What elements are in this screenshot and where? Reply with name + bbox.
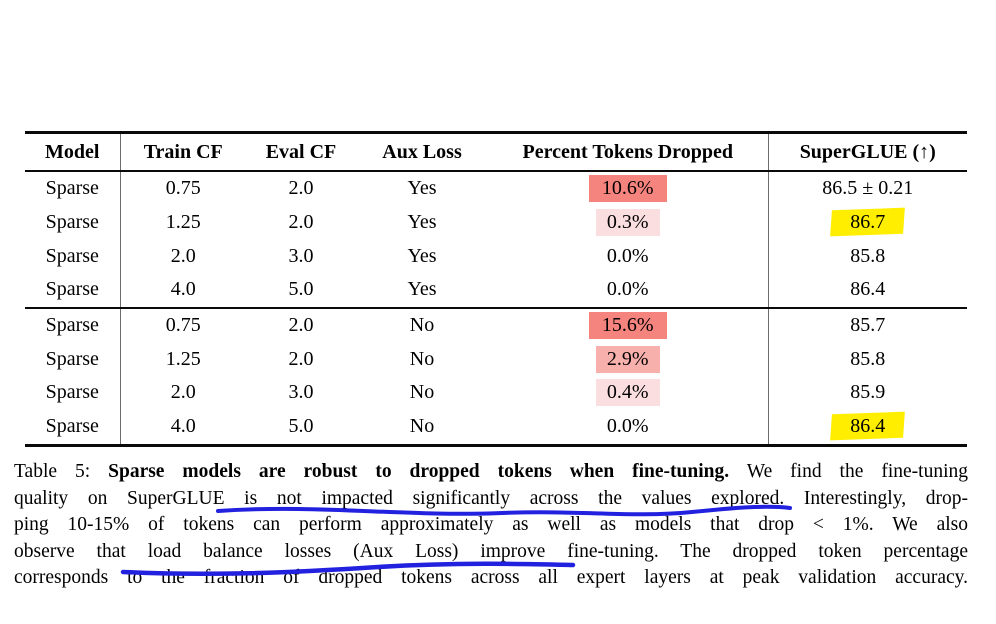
dropped-highlight: 0.3% [595,209,660,237]
table-header: Model Train CF Eval CF Aux Loss Percent … [25,132,967,172]
dropped-cell: 10.6% [488,171,769,206]
model-cell: Sparse [25,273,121,308]
eval-cf-cell: 3.0 [288,244,314,267]
table-row: Sparse 1.25 2.0 Yes 0.3% 86.7 [25,205,967,240]
train-cf-cell: 1.25 [165,347,201,370]
model-cell: Sparse [25,376,121,410]
model-cell: Sparse [25,409,121,445]
dropped-cell: 0.0% [488,409,769,445]
col-header-superglue: SuperGLUE (↑) [768,132,967,172]
table-section-aux-loss-yes: Sparse 0.75 2.0 Yes 10.6% 86.5 ± 0.21 Sp… [25,171,967,308]
dropped-highlight: 10.6% [588,175,667,203]
caption-line-3: ping 10-15% of tokens can perform approx… [14,514,968,535]
aux-loss-cell: Yes [407,244,437,267]
superglue-cell: 85.8 [768,239,967,273]
superglue-cell: 85.8 [768,342,967,376]
aux-loss-cell: Yes [407,177,437,200]
eval-cf-cell: 5.0 [288,415,314,438]
table-row: Sparse 2.0 3.0 No 0.4% 85.9 [25,376,967,410]
eval-cf-cell: 2.0 [288,211,314,234]
dropped-highlight: 0.0% [606,278,649,301]
eval-cf-cell: 3.0 [288,381,314,404]
train-cf-cell: 4.0 [170,278,196,301]
table-section-aux-loss-no: Sparse 0.75 2.0 No 15.6% 85.7 Sparse 1.2… [25,306,967,445]
col-header-aux-loss: Aux Loss [356,132,488,172]
aux-loss-cell: No [356,306,488,343]
caption-line-4: observe that load balance losses (Aux Lo… [14,540,968,562]
dropped-highlight: 0.4% [595,379,660,407]
aux-loss-cell: No [409,415,435,438]
superglue-highlight: 86.5 ± 0.21 [822,177,914,200]
caption-line-2: quality on SuperGLUE is not impacted sig… [14,487,968,509]
superglue-highlight: 85.8 [850,244,886,267]
col-header-eval-cf: Eval CF [246,132,356,172]
dropped-highlight: 0.0% [606,415,649,438]
model-cell: Sparse [25,306,121,343]
train-cf-cell: 1.25 [165,211,201,234]
superglue-cell: 86.4 [768,273,967,308]
superglue-cell: 86.5 ± 0.21 [768,171,967,206]
caption-line-5: corresponds to the fraction of dropped t… [14,567,968,588]
superglue-highlight: 86.4 [850,415,886,438]
eval-cf-cell: 2.0 [246,306,356,343]
aux-loss-cell: No [409,347,435,370]
train-cf-cell: 2.0 [170,244,196,267]
table-row: Sparse 1.25 2.0 No 2.9% 85.8 [25,342,967,377]
model-cell: Sparse [25,342,121,377]
model-cell: Sparse [25,171,121,206]
aux-loss-cell: No [409,381,435,404]
dropped-highlight: 15.6% [588,312,667,340]
superglue-highlight: 85.9 [850,381,886,404]
dropped-cell: 2.9% [488,342,769,377]
superglue-highlight: 85.7 [850,314,886,337]
col-header-train-cf: Train CF [120,132,246,172]
col-header-percent-tokens-dropped: Percent Tokens Dropped [488,132,769,172]
aux-loss-cell: Yes [407,278,437,301]
table-row: Sparse 0.75 2.0 No 15.6% 85.7 [25,306,967,343]
model-cell: Sparse [25,239,121,274]
superglue-highlight: 86.7 [850,211,886,234]
results-table-container: Model Train CF Eval CF Aux Loss Percent … [25,131,967,447]
dropped-highlight: 2.9% [595,345,660,373]
model-cell: Sparse [25,205,121,240]
eval-cf-cell: 2.0 [288,177,314,200]
superglue-highlight: 86.4 [850,278,886,301]
train-cf-cell: 0.75 [165,177,201,200]
caption-table-label: Table 5: [14,461,109,482]
superglue-cell: 86.4 [768,410,967,445]
table-row: Sparse 2.0 3.0 Yes 0.0% 85.8 [25,239,967,274]
dropped-cell: 15.6% [488,306,769,343]
header-row: Model Train CF Eval CF Aux Loss Percent … [25,132,967,172]
table-caption: Table 5: Sparse models are robust to dro… [14,459,968,592]
table-row: Sparse 4.0 5.0 Yes 0.0% 86.4 [25,273,967,308]
results-table: Model Train CF Eval CF Aux Loss Percent … [25,131,967,447]
dropped-highlight: 0.0% [606,244,649,267]
table-row: Sparse 4.0 5.0 No 0.0% 86.4 [25,409,967,445]
aux-loss-cell: Yes [407,211,437,234]
eval-cf-cell: 5.0 [288,278,314,301]
dropped-cell: 0.4% [488,376,769,410]
superglue-highlight: 85.8 [850,347,886,370]
caption-line-1: Table 5: Sparse models are robust to dro… [14,459,968,486]
superglue-cell: 85.7 [768,306,967,343]
train-cf-cell: 2.0 [170,381,196,404]
caption-bold-lead: Sparse models are robust to dropped toke… [108,461,730,482]
superglue-cell: 85.9 [768,376,967,410]
table-row: Sparse 0.75 2.0 Yes 10.6% 86.5 ± 0.21 [25,171,967,206]
superglue-cell: 86.7 [768,206,967,240]
eval-cf-cell: 2.0 [288,347,314,370]
col-header-model: Model [25,132,121,172]
caption-line-1-rest: We find the fine-tuning [729,461,968,482]
dropped-cell: 0.0% [488,273,769,308]
dropped-cell: 0.3% [488,205,769,240]
train-cf-cell: 0.75 [120,306,246,343]
train-cf-cell: 4.0 [170,415,196,438]
dropped-cell: 0.0% [488,239,769,274]
